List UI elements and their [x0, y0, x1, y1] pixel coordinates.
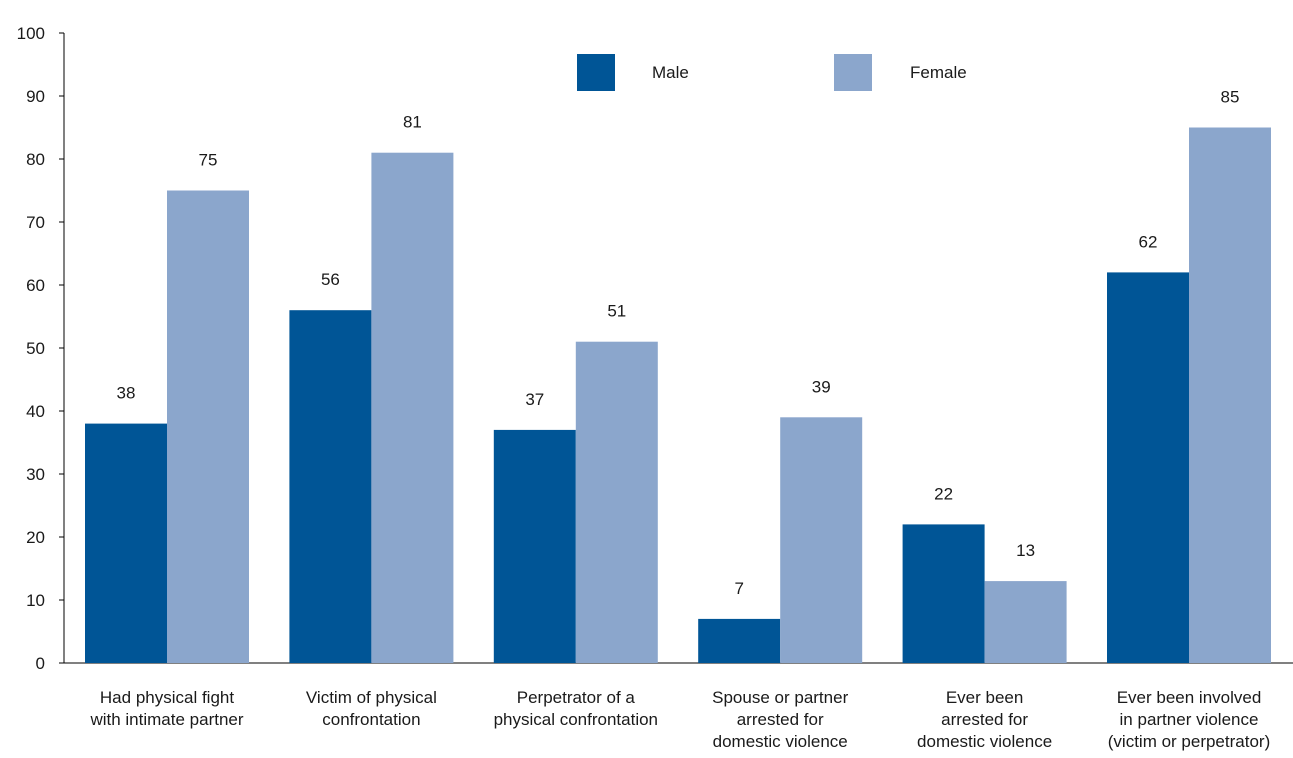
bar-female-4 — [984, 581, 1067, 663]
category-label-line: arrested for — [941, 710, 1028, 729]
category-label-line: in partner violence — [1120, 710, 1259, 729]
legend-label-female: Female — [910, 63, 967, 82]
category-label-line: domestic violence — [917, 732, 1052, 751]
category-label-line: physical confrontation — [494, 710, 658, 729]
data-label-female-4: 13 — [1016, 541, 1035, 560]
category-label-3: Spouse or partner arrested for domestic vi… — [712, 688, 848, 751]
data-labels: 38 75 56 81 37 51 7 39 22 13 62 85 — [117, 88, 1240, 598]
data-label-male-0: 38 — [117, 384, 136, 403]
bar-female-3 — [780, 417, 863, 663]
data-label-male-4: 22 — [934, 484, 953, 503]
y-tick-label: 50 — [26, 339, 45, 358]
category-label-5: Ever been involved in partner violence (vi… — [1108, 688, 1270, 751]
category-label-line: (victim or perpetrator) — [1108, 732, 1270, 751]
category-label-4: Ever been arrested for domestic violence — [917, 688, 1052, 751]
y-tick-label: 90 — [26, 87, 45, 106]
data-label-female-3: 39 — [812, 377, 831, 396]
data-label-male-2: 37 — [525, 390, 544, 409]
bar-female-2 — [575, 341, 658, 663]
bar-male-1 — [289, 310, 372, 663]
data-label-female-2: 51 — [607, 302, 626, 321]
bars — [85, 127, 1271, 663]
y-tick-label: 40 — [26, 402, 45, 421]
data-label-female-0: 75 — [199, 151, 218, 170]
category-label-line: arrested for — [737, 710, 824, 729]
legend-swatch-male — [577, 54, 615, 91]
category-label-line: Ever been — [946, 688, 1024, 707]
y-tick-label: 10 — [26, 591, 45, 610]
legend: Male Female — [577, 54, 967, 91]
y-axis: 0 10 20 30 40 50 60 70 80 90 100 — [17, 24, 65, 673]
legend-label-male: Male — [652, 63, 689, 82]
bar-male-3 — [698, 618, 781, 663]
y-tick-label: 60 — [26, 276, 45, 295]
data-label-female-1: 81 — [403, 113, 422, 132]
category-label-line: with intimate partner — [89, 710, 243, 729]
bar-female-0 — [167, 190, 249, 663]
bar-male-0 — [85, 423, 167, 663]
category-label-line: Spouse or partner — [712, 688, 848, 707]
y-tick-label: 0 — [36, 654, 45, 673]
y-tick-label: 30 — [26, 465, 45, 484]
category-labels: Had physical fight with intimate partner V… — [89, 688, 1270, 751]
category-label-line: Ever been involved — [1117, 688, 1262, 707]
category-label-0: Had physical fight with intimate partner — [89, 688, 243, 729]
bar-female-1 — [371, 152, 454, 663]
category-label-line: confrontation — [322, 710, 420, 729]
category-label-2: Perpetrator of a physical confrontation — [494, 688, 658, 729]
category-label-line: Victim of physical — [306, 688, 437, 707]
bar-male-4 — [902, 524, 985, 663]
y-tick-label: 20 — [26, 528, 45, 547]
category-label-1: Victim of physical confrontation — [306, 688, 437, 729]
data-label-female-5: 85 — [1221, 88, 1240, 107]
bar-female-5 — [1189, 127, 1271, 663]
bar-male-5 — [1107, 272, 1189, 663]
data-label-male-1: 56 — [321, 270, 340, 289]
bar-male-2 — [493, 429, 576, 663]
data-label-male-5: 62 — [1139, 232, 1158, 251]
legend-swatch-female — [834, 54, 872, 91]
category-label-line: domestic violence — [713, 732, 848, 751]
y-tick-label: 100 — [17, 24, 45, 43]
category-label-line: Perpetrator of a — [517, 688, 636, 707]
data-label-male-3: 7 — [734, 579, 743, 598]
category-label-line: Had physical fight — [100, 688, 234, 707]
y-tick-label: 80 — [26, 150, 45, 169]
y-tick-label: 70 — [26, 213, 45, 232]
